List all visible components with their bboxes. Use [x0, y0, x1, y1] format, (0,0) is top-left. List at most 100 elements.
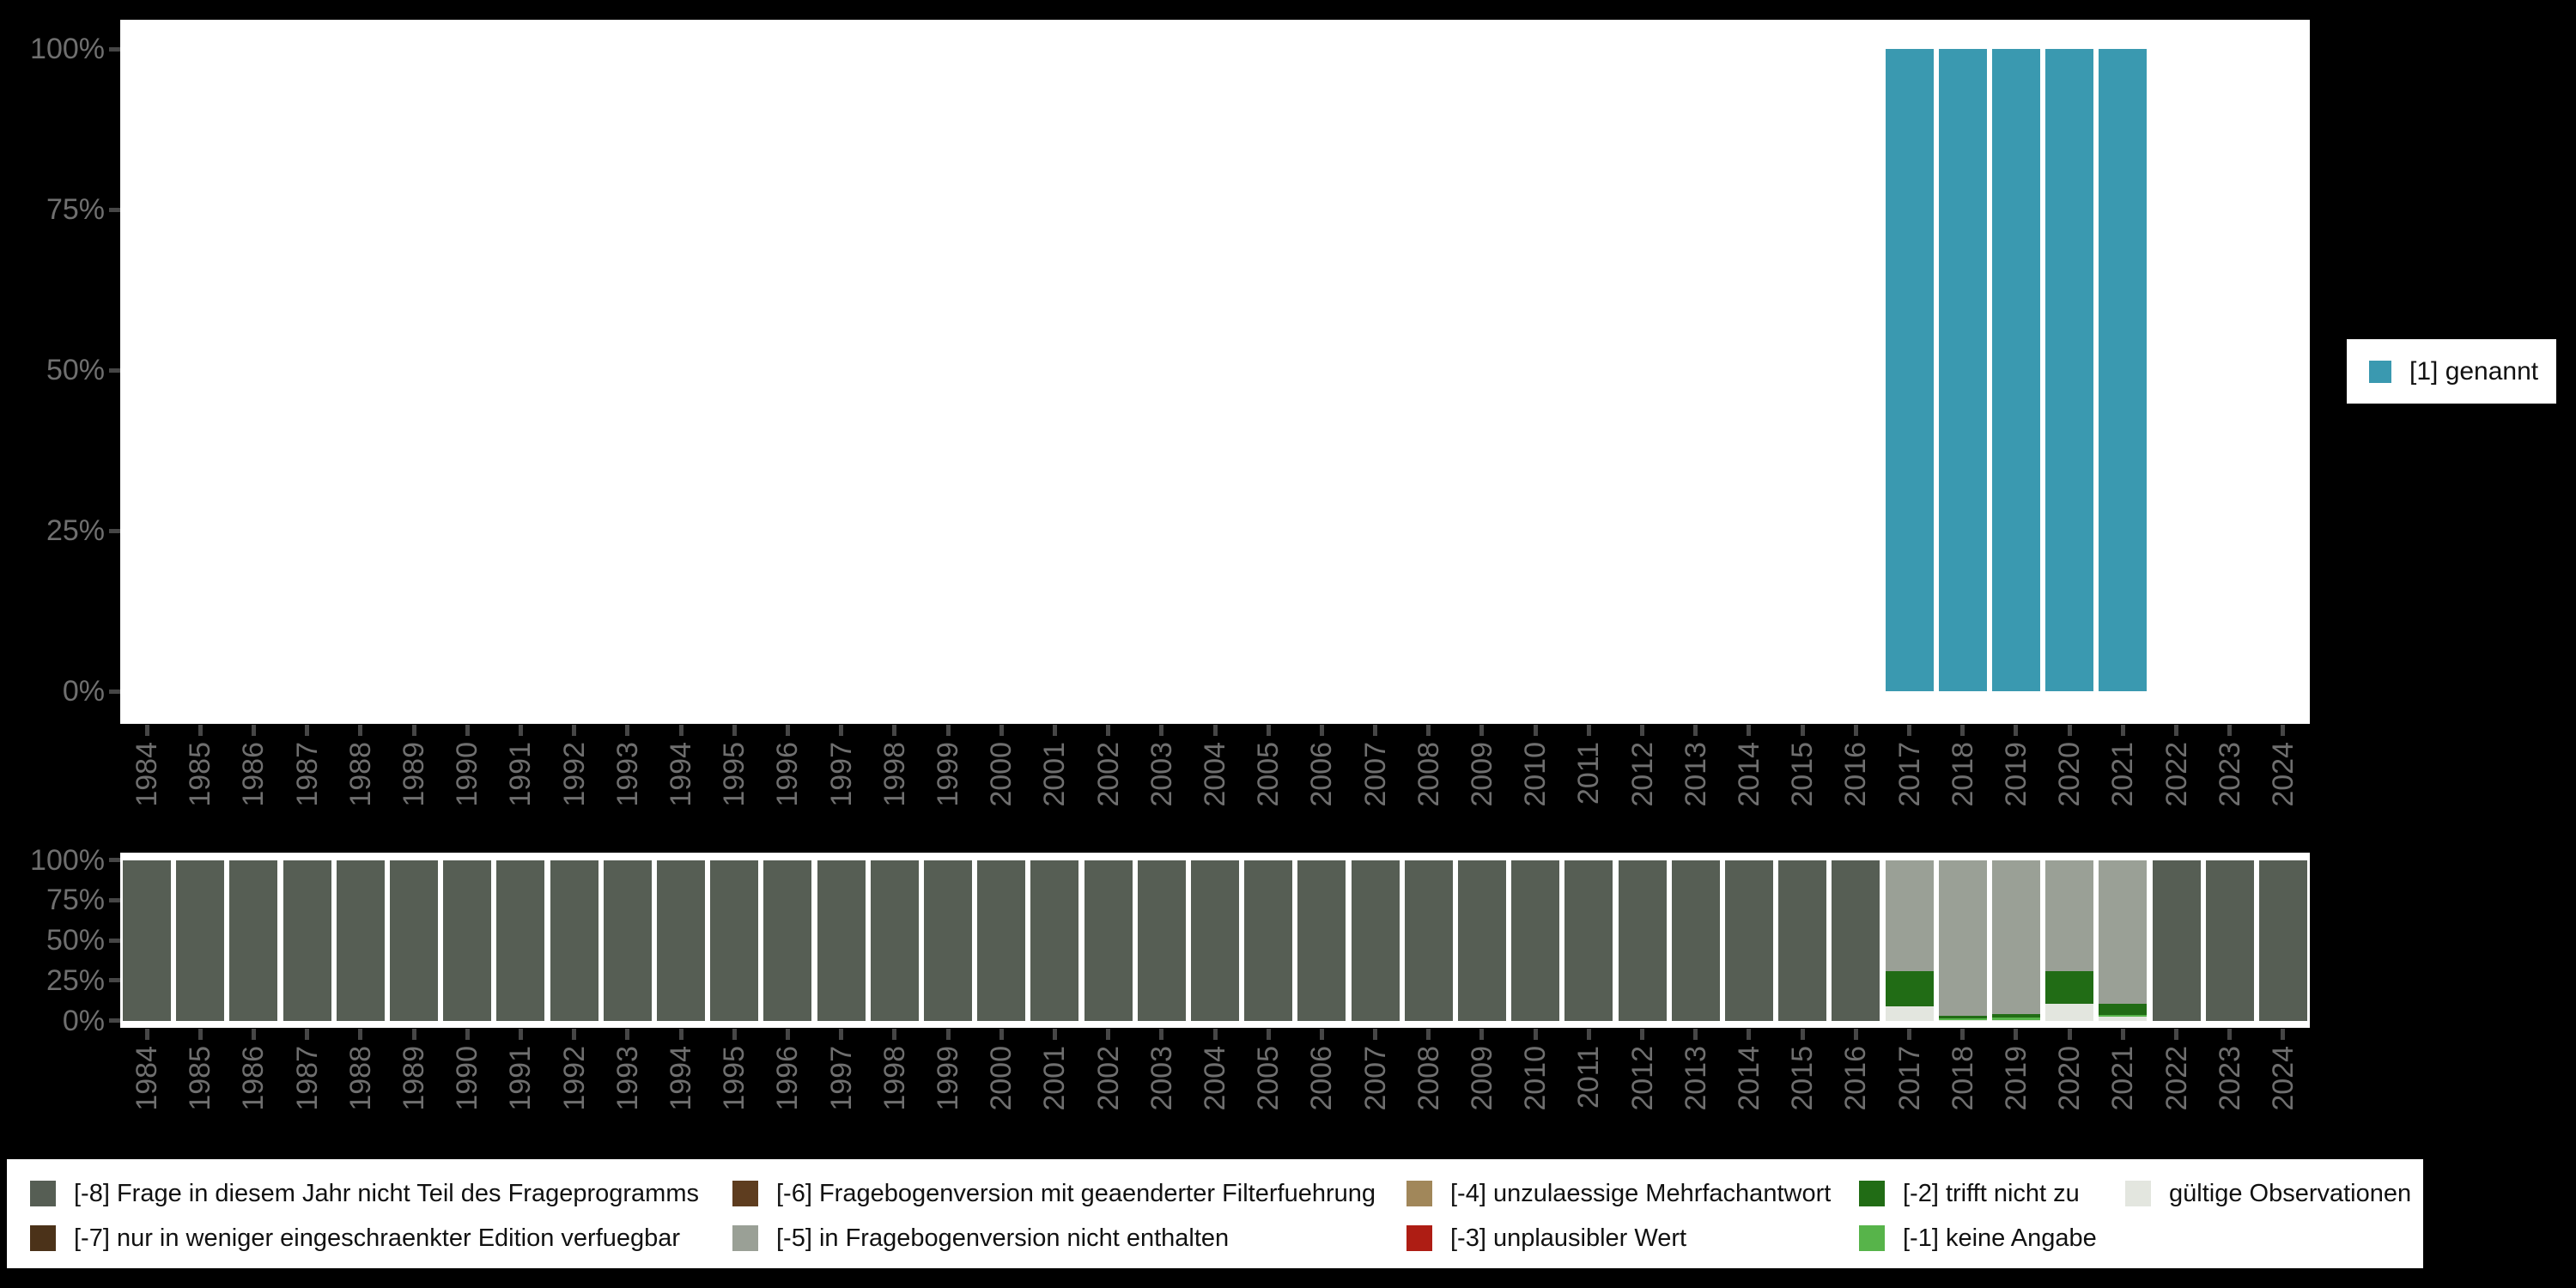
- bottom-bar-2019[interactable]: [1991, 860, 2040, 1021]
- bottom-bar-2024[interactable]: [2258, 860, 2307, 1021]
- top-bar-2020[interactable]: [2045, 49, 2094, 691]
- segment-m8[interactable]: [390, 860, 439, 1021]
- bottom-bar-2014[interactable]: [1724, 860, 1773, 1021]
- segment-m8[interactable]: [657, 860, 706, 1021]
- segment-m8[interactable]: [2205, 860, 2254, 1021]
- top-bar-2019[interactable]: [1991, 49, 2040, 691]
- bottom-bar-1997[interactable]: [817, 860, 866, 1021]
- legend-item-m6[interactable]: [-6] Fragebogenversion mit geaenderter F…: [732, 1180, 1376, 1207]
- bottom-bar-2021[interactable]: [2099, 860, 2148, 1021]
- segment-m8[interactable]: [1191, 860, 1239, 1021]
- top-chart-legend[interactable]: [1] genannt: [2347, 339, 2556, 404]
- bottom-bar-1986[interactable]: [229, 860, 278, 1021]
- bottom-bar-1994[interactable]: [657, 860, 706, 1021]
- bottom-bar-1992[interactable]: [550, 860, 598, 1021]
- segment-m8[interactable]: [1030, 860, 1079, 1021]
- legend-item-m3[interactable]: [-3] unplausibler Wert: [1406, 1224, 1686, 1252]
- bottom-bar-2000[interactable]: [977, 860, 1026, 1021]
- segment-m8[interactable]: [1457, 860, 1506, 1021]
- segment-m8[interactable]: [1404, 860, 1453, 1021]
- bottom-bar-1985[interactable]: [176, 860, 225, 1021]
- segment-m8[interactable]: [870, 860, 919, 1021]
- legend-item-m4[interactable]: [-4] unzulaessige Mehrfachantwort: [1406, 1180, 1831, 1207]
- segment-m8[interactable]: [550, 860, 598, 1021]
- bottom-bar-1987[interactable]: [283, 860, 331, 1021]
- segment-m8[interactable]: [603, 860, 652, 1021]
- bottom-bar-2012[interactable]: [1618, 860, 1667, 1021]
- segment-m2[interactable]: [1885, 971, 1934, 1007]
- legend-item-valid[interactable]: gültige Observationen: [2125, 1180, 2411, 1207]
- bottom-bar-1995[interactable]: [710, 860, 759, 1021]
- segment-m5[interactable]: [1885, 860, 1934, 972]
- bottom-bar-2011[interactable]: [1564, 860, 1613, 1021]
- segment-m1[interactable]: [2099, 1014, 2148, 1017]
- segment-m8[interactable]: [229, 860, 278, 1021]
- segment-m8[interactable]: [283, 860, 331, 1021]
- bottom-bar-2008[interactable]: [1404, 860, 1453, 1021]
- segment-valid[interactable]: [1991, 1019, 2040, 1021]
- bottom-bar-1996[interactable]: [763, 860, 812, 1021]
- bottom-bar-1998[interactable]: [870, 860, 919, 1021]
- bottom-bar-1989[interactable]: [390, 860, 439, 1021]
- segment-m8[interactable]: [763, 860, 812, 1021]
- bottom-bar-2016[interactable]: [1832, 860, 1880, 1021]
- top-bar-2017[interactable]: [1885, 49, 1934, 691]
- bottom-bar-1999[interactable]: [924, 860, 973, 1021]
- bottom-bar-2023[interactable]: [2205, 860, 2254, 1021]
- segment-m8[interactable]: [817, 860, 866, 1021]
- segment-m5[interactable]: [2045, 860, 2094, 972]
- segment-m8[interactable]: [336, 860, 385, 1021]
- segment-m8[interactable]: [2258, 860, 2307, 1021]
- segment-m2[interactable]: [1938, 1015, 1987, 1018]
- segment-m8[interactable]: [1244, 860, 1293, 1021]
- segment-m8[interactable]: [1618, 860, 1667, 1021]
- bottom-bar-2002[interactable]: [1084, 860, 1133, 1021]
- bottom-bar-1988[interactable]: [336, 860, 385, 1021]
- bottom-bar-2005[interactable]: [1244, 860, 1293, 1021]
- segment-m8[interactable]: [1511, 860, 1560, 1021]
- segment-m8[interactable]: [1778, 860, 1827, 1021]
- segment-m8[interactable]: [123, 860, 172, 1021]
- bottom-bar-2007[interactable]: [1351, 860, 1400, 1021]
- segment-m8[interactable]: [710, 860, 759, 1021]
- segment-m8[interactable]: [1084, 860, 1133, 1021]
- legend-item-m1[interactable]: [-1] keine Angabe: [1859, 1224, 2097, 1252]
- bottom-bar-2009[interactable]: [1457, 860, 1506, 1021]
- bottom-bar-2020[interactable]: [2045, 860, 2094, 1021]
- bottom-bar-2022[interactable]: [2152, 860, 2201, 1021]
- segment-m8[interactable]: [1671, 860, 1720, 1021]
- legend-item-m7[interactable]: [-7] nur in weniger eingeschraenkter Edi…: [30, 1224, 680, 1252]
- segment-m8[interactable]: [1351, 860, 1400, 1021]
- bottom-bar-2010[interactable]: [1511, 860, 1560, 1021]
- legend-item-m8[interactable]: [-8] Frage in diesem Jahr nicht Teil des…: [30, 1180, 699, 1207]
- bottom-bar-1990[interactable]: [443, 860, 492, 1021]
- segment-m8[interactable]: [977, 860, 1026, 1021]
- bottom-bar-2001[interactable]: [1030, 860, 1079, 1021]
- bottom-bar-2015[interactable]: [1778, 860, 1827, 1021]
- legend-item-m2[interactable]: [-2] trifft nicht zu: [1859, 1180, 2080, 1207]
- segment-m5[interactable]: [1991, 860, 2040, 1014]
- segment-m8[interactable]: [1297, 860, 1346, 1021]
- segment-m8[interactable]: [2152, 860, 2201, 1021]
- segment-m5[interactable]: [2099, 860, 2148, 1005]
- top-bar-2021[interactable]: [2099, 49, 2148, 691]
- bottom-bar-1993[interactable]: [603, 860, 652, 1021]
- segment-valid[interactable]: [1885, 1006, 1934, 1021]
- segment-m2[interactable]: [2045, 971, 2094, 1005]
- segment-m8[interactable]: [443, 860, 492, 1021]
- segment-m1[interactable]: [1938, 1018, 1987, 1020]
- segment-valid[interactable]: [2099, 1016, 2148, 1021]
- segment-m8[interactable]: [1724, 860, 1773, 1021]
- segment-m8[interactable]: [924, 860, 973, 1021]
- top-bar-2018[interactable]: [1938, 49, 1987, 691]
- bottom-bar-2017[interactable]: [1885, 860, 1934, 1021]
- segment-m8[interactable]: [176, 860, 225, 1021]
- segment-m8[interactable]: [1832, 860, 1880, 1021]
- segment-m8[interactable]: [496, 860, 545, 1021]
- bottom-bar-2013[interactable]: [1671, 860, 1720, 1021]
- segment-m2[interactable]: [1991, 1013, 2040, 1018]
- bottom-bar-2018[interactable]: [1938, 860, 1987, 1021]
- segment-m2[interactable]: [2099, 1004, 2148, 1015]
- bottom-bar-1991[interactable]: [496, 860, 545, 1021]
- segment-m8[interactable]: [1137, 860, 1186, 1021]
